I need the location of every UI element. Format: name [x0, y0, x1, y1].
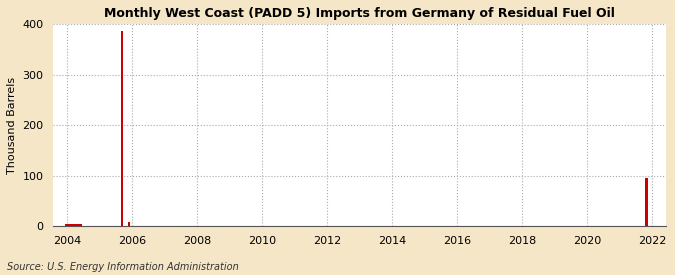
Title: Monthly West Coast (PADD 5) Imports from Germany of Residual Fuel Oil: Monthly West Coast (PADD 5) Imports from…: [104, 7, 615, 20]
Bar: [645, 178, 648, 226]
Bar: [121, 31, 124, 226]
Bar: [65, 224, 82, 226]
Bar: [128, 222, 130, 226]
Y-axis label: Thousand Barrels: Thousand Barrels: [7, 76, 17, 174]
Text: Source: U.S. Energy Information Administration: Source: U.S. Energy Information Administ…: [7, 262, 238, 272]
